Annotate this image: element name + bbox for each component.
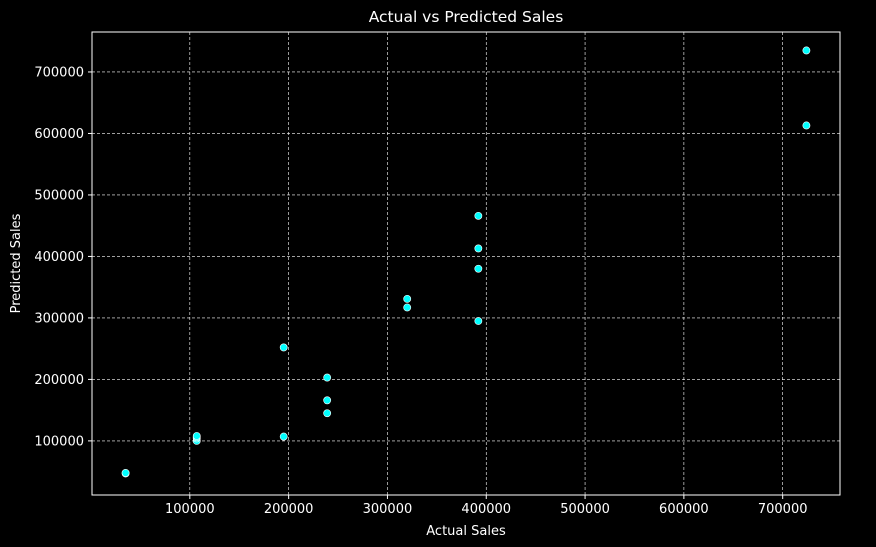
x-tick-label: 100000 <box>165 502 215 517</box>
y-tick-label: 300000 <box>34 311 84 326</box>
x-tick-label: 500000 <box>560 502 610 517</box>
x-axis-label: Actual Sales <box>426 524 506 539</box>
data-point <box>474 244 483 253</box>
data-point <box>121 468 130 477</box>
x-tick-label: 200000 <box>264 502 314 517</box>
y-tick-label: 700000 <box>34 65 84 80</box>
grid-lines <box>92 32 840 495</box>
x-tick-label: 700000 <box>758 502 808 517</box>
axis-ticks: 100000 200000 300000 400000 500000 600000 7000… <box>34 65 807 517</box>
y-tick-label: 500000 <box>34 188 84 203</box>
data-point <box>323 409 332 418</box>
plot-frame <box>91 31 841 496</box>
y-tick-label: 200000 <box>34 373 84 388</box>
data-point <box>323 373 332 382</box>
data-points <box>121 46 811 478</box>
data-point <box>474 317 483 325</box>
y-axis-label: Predicted Sales <box>9 213 24 313</box>
data-point <box>323 396 332 405</box>
x-tick-label: 300000 <box>363 502 413 517</box>
chart-title: Actual vs Predicted Sales <box>369 8 564 26</box>
x-tick-label: 400000 <box>461 502 511 517</box>
data-point <box>403 303 412 312</box>
data-point <box>403 294 412 303</box>
data-point <box>474 264 483 273</box>
data-point <box>802 46 811 55</box>
x-tick-label: 600000 <box>659 502 709 517</box>
y-tick-label: 600000 <box>34 127 84 142</box>
data-point <box>192 432 201 440</box>
data-point <box>474 211 483 220</box>
data-point <box>802 121 811 130</box>
y-tick-label: 400000 <box>34 250 84 265</box>
y-tick-label: 100000 <box>34 434 84 449</box>
data-point <box>279 343 288 352</box>
data-point <box>279 432 288 441</box>
